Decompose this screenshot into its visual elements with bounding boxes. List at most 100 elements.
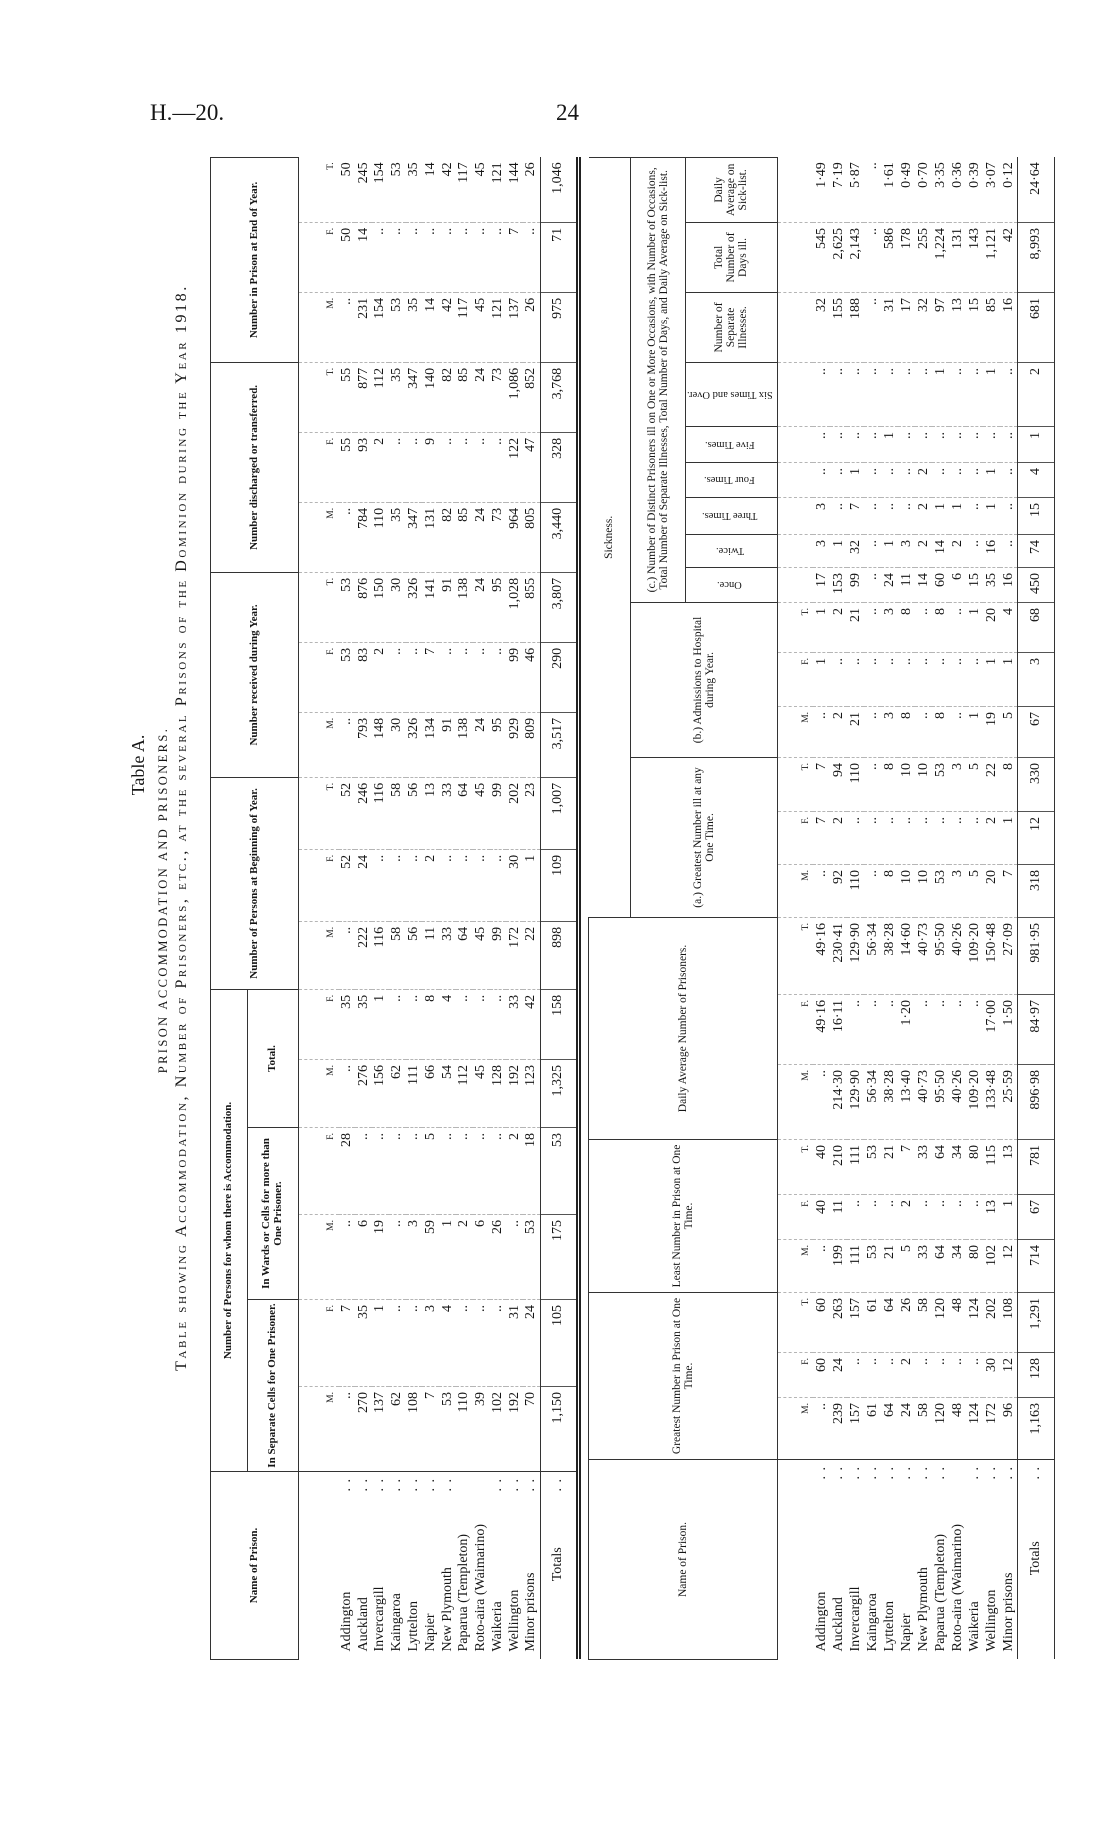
prison-name: Auckland bbox=[830, 1597, 846, 1652]
cell-value: 1 bbox=[881, 534, 899, 568]
cell-value: 156 bbox=[372, 1059, 389, 1128]
cell-value: .. bbox=[405, 989, 423, 1060]
total-value: 1,150 bbox=[540, 1386, 579, 1472]
cell-value: 121 bbox=[489, 292, 507, 363]
total-value: 2 bbox=[1017, 362, 1055, 427]
table-row: Addington. ... 7.. 28.. 35.. 52 52.. 53 53.. 55 5… bbox=[338, 157, 356, 1660]
cell-value: .. bbox=[830, 426, 848, 463]
cell-value: 15 bbox=[966, 567, 984, 603]
column-label: F. bbox=[777, 994, 814, 1065]
total-value: 67 bbox=[1017, 706, 1055, 758]
cell-value: .. bbox=[847, 426, 865, 463]
column-label: F. bbox=[298, 432, 339, 503]
cell-value: 110 bbox=[847, 864, 865, 918]
prison-name-cell: Wellington . . bbox=[983, 1459, 1001, 1660]
cell-value: .. bbox=[388, 1214, 406, 1300]
prison-name-cell: New Plymouth . . bbox=[439, 1471, 457, 1660]
cell-value: 38·28 bbox=[881, 917, 899, 995]
cell-value: 56·34 bbox=[864, 917, 882, 995]
cell-value: 58 bbox=[915, 1292, 933, 1353]
cell-value: .. bbox=[881, 1194, 899, 1240]
cell-value: 8 bbox=[898, 706, 916, 758]
cell-value: 128 bbox=[489, 1059, 507, 1128]
prison-name-cell: Lyttelton . . bbox=[881, 1459, 899, 1660]
cell-value: .. bbox=[864, 652, 882, 707]
cell-value: 140 bbox=[422, 362, 440, 433]
cell-value: .. bbox=[489, 222, 507, 293]
total-value: 68 bbox=[1017, 602, 1055, 653]
cell-value: 48 bbox=[949, 1292, 967, 1353]
total-value: 681 bbox=[1017, 292, 1055, 363]
cell-value: 964 bbox=[506, 502, 524, 573]
cell-value: 2 bbox=[372, 642, 389, 713]
cell-value: 877 bbox=[355, 362, 373, 433]
cell-value: .. bbox=[456, 222, 473, 293]
header-greatest-number: Greatest Number in Prison at One Time. bbox=[588, 1292, 778, 1460]
cell-value: 7·19 bbox=[830, 157, 848, 223]
cell-value: 270 bbox=[355, 1386, 373, 1472]
cell-value: 45 bbox=[472, 1059, 490, 1128]
column-label: M. bbox=[298, 921, 339, 990]
cell-value: 17·00 bbox=[983, 994, 1001, 1065]
cell-value: 150·48 bbox=[983, 917, 1001, 995]
cell-value: .. bbox=[813, 706, 831, 758]
cell-value: 13 bbox=[1000, 1139, 1018, 1195]
cell-value: .. bbox=[915, 602, 933, 653]
cell-value: 5 bbox=[898, 1239, 916, 1293]
page-number: 24 bbox=[556, 100, 579, 125]
cell-value: 21 bbox=[881, 1239, 899, 1293]
cell-value: 1 bbox=[830, 534, 848, 568]
cell-value: 112 bbox=[456, 1059, 473, 1128]
total-value: 290 bbox=[540, 642, 579, 713]
cell-value: 13 bbox=[422, 777, 440, 850]
cell-value: 42 bbox=[1000, 222, 1018, 293]
cell-value: 6 bbox=[355, 1214, 373, 1300]
cell-value: 202 bbox=[506, 777, 524, 850]
prison-name: Wellington bbox=[506, 1589, 522, 1652]
column-label: T. bbox=[777, 757, 814, 812]
cell-value: 97 bbox=[932, 292, 950, 363]
cell-value: 326 bbox=[405, 712, 423, 778]
header-twice-label: Twice. bbox=[715, 545, 744, 557]
cell-value: 62 bbox=[388, 1059, 406, 1128]
cell-value: 1,086 bbox=[506, 362, 524, 433]
column-label: M. bbox=[298, 1214, 339, 1300]
cell-value: 263 bbox=[830, 1292, 848, 1353]
cell-value: 116 bbox=[372, 921, 389, 990]
header-daily-average: Daily Average Number of Prisoners. bbox=[588, 917, 778, 1140]
cell-value: 24 bbox=[472, 572, 490, 643]
cell-value: .. bbox=[456, 432, 473, 503]
cell-value: 4 bbox=[439, 989, 457, 1060]
cell-value: 19 bbox=[983, 706, 1001, 758]
cell-value: .. bbox=[915, 1194, 933, 1240]
cell-value: 91 bbox=[439, 572, 457, 643]
cell-value: 24 bbox=[881, 567, 899, 603]
total-value: 67 bbox=[1017, 1194, 1055, 1240]
cell-value: 64 bbox=[881, 1292, 899, 1353]
prison-name: Auckland bbox=[355, 1597, 371, 1652]
cell-value: 80 bbox=[966, 1239, 984, 1293]
cell-value: .. bbox=[388, 989, 406, 1060]
cell-value: .. bbox=[388, 432, 406, 503]
dot-leader: . . bbox=[422, 1478, 438, 1492]
cell-value: 255 bbox=[915, 222, 933, 293]
total-value: 975 bbox=[540, 292, 579, 363]
prison-name-cell: Addington . . bbox=[338, 1471, 356, 1660]
cell-value: .. bbox=[864, 362, 882, 427]
cell-value: 2 bbox=[949, 534, 967, 568]
cell-value: 53 bbox=[338, 572, 356, 643]
column-label-spacer bbox=[777, 1459, 814, 1660]
table-row: Invercargill. . 157.. 157 111.. 111 129·90.. 1… bbox=[847, 157, 865, 1660]
cell-value: 35 bbox=[338, 989, 356, 1060]
cell-value: 7 bbox=[813, 811, 831, 865]
cell-value: 49·16 bbox=[813, 994, 831, 1065]
cell-value: 95 bbox=[489, 572, 507, 643]
cell-value: 178 bbox=[898, 222, 916, 293]
cell-value: 40 bbox=[813, 1194, 831, 1240]
column-label: M. bbox=[777, 706, 814, 758]
cell-value: 131 bbox=[422, 502, 440, 573]
cell-value: 1 bbox=[932, 362, 950, 427]
cell-value: 46 bbox=[523, 642, 541, 713]
cell-value: 9 bbox=[422, 432, 440, 503]
cell-value: 61 bbox=[864, 1397, 882, 1460]
